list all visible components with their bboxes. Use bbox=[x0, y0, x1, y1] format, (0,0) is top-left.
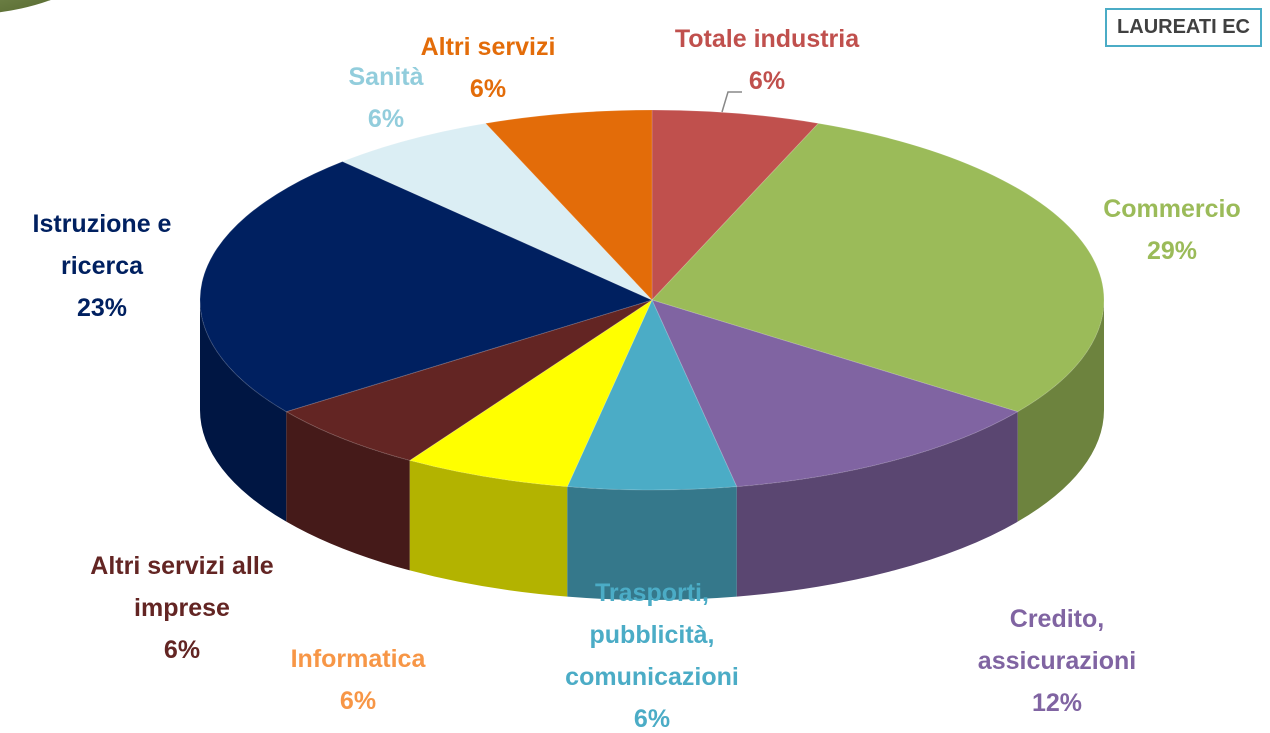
slice-side bbox=[736, 411, 1018, 597]
slice bbox=[566, 298, 738, 491]
slice bbox=[285, 299, 653, 461]
pie bbox=[199, 109, 1105, 601]
slice-label: Trasporti, pubblicità, comunicazioni 6% bbox=[537, 572, 767, 733]
slice bbox=[408, 298, 654, 488]
slice-label: Altri servizi 6% bbox=[398, 26, 578, 110]
slice bbox=[341, 122, 653, 301]
value-label: 6% bbox=[633, 705, 671, 733]
decoration bbox=[0, 0, 51, 13]
category-label: Trasporti, pubblicità, comunicazioni bbox=[565, 579, 739, 691]
value-label: 29% bbox=[1146, 237, 1198, 265]
category-label: Altri servizi bbox=[420, 33, 556, 61]
category-label: Sanità bbox=[348, 63, 424, 91]
annotation: LAUREATI EC bbox=[1105, 8, 1262, 47]
category-label: Totale industria bbox=[674, 25, 860, 53]
slice-label: Totale industria 6% bbox=[637, 18, 897, 102]
slice-label: Commercio 29% bbox=[1072, 188, 1270, 272]
slice-label: Altri servizi alle imprese 6% bbox=[57, 545, 307, 671]
category-label: Commercio bbox=[1103, 195, 1241, 223]
slice bbox=[651, 299, 1019, 488]
leader-line bbox=[721, 91, 742, 113]
category-label: Altri servizi alle imprese bbox=[90, 552, 274, 622]
slice-side bbox=[286, 411, 410, 571]
slice-side bbox=[567, 486, 737, 601]
slice bbox=[651, 109, 820, 302]
slice bbox=[484, 109, 653, 302]
slice bbox=[199, 160, 654, 413]
value-label: 12% bbox=[1031, 689, 1083, 717]
value-label: 6% bbox=[748, 67, 786, 95]
value-label: 6% bbox=[339, 687, 377, 715]
category-label: Informatica bbox=[290, 645, 426, 673]
slice-label: Istruzione e ricerca 23% bbox=[7, 203, 197, 329]
value-label: 6% bbox=[367, 105, 405, 133]
slice-label: Credito, assicurazioni 12% bbox=[947, 598, 1167, 724]
slice-side bbox=[409, 460, 568, 597]
slice-side bbox=[200, 300, 287, 522]
value-label: 23% bbox=[76, 294, 128, 322]
slice-side bbox=[1017, 300, 1104, 522]
slice-label: Informatica 6% bbox=[258, 638, 458, 722]
category-label: Credito, assicurazioni bbox=[977, 605, 1137, 675]
slice bbox=[651, 122, 1105, 413]
value-label: 6% bbox=[163, 636, 201, 664]
slice-label: Sanità 6% bbox=[326, 56, 446, 140]
category-label: Istruzione e ricerca bbox=[32, 210, 172, 280]
value-label: 6% bbox=[469, 75, 507, 103]
